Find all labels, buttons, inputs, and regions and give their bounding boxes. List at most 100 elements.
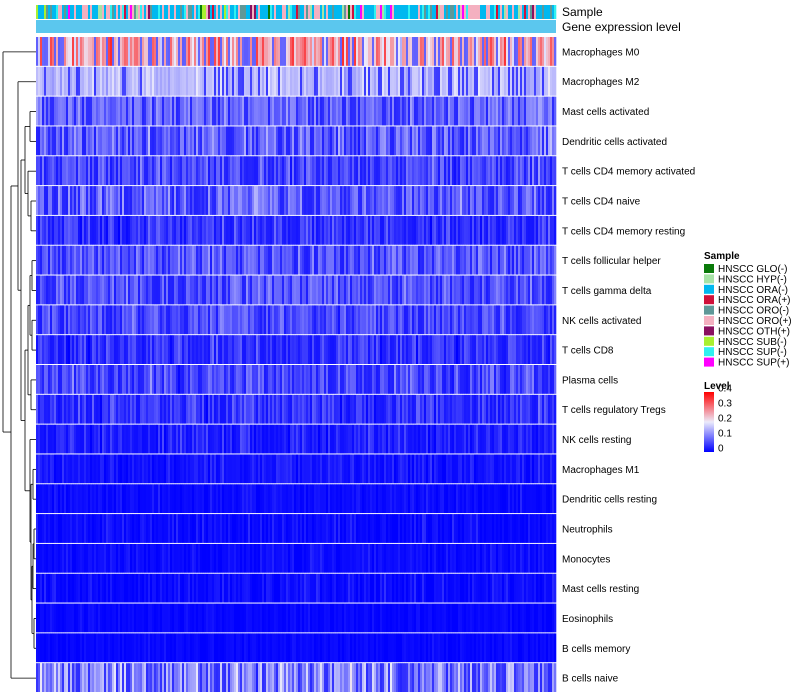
heatmap-cell <box>364 126 367 156</box>
heatmap-cell <box>252 424 255 454</box>
heatmap-cell <box>98 305 101 335</box>
heatmap-cell <box>182 245 185 275</box>
heatmap-cell <box>274 573 277 603</box>
heatmap-cell <box>456 156 459 186</box>
heatmap-cell <box>110 96 113 126</box>
heatmap-cell <box>442 66 445 96</box>
heatmap-cell <box>208 96 211 126</box>
heatmap-cell <box>484 394 487 424</box>
heatmap-cell <box>522 215 525 245</box>
heatmap-cell <box>448 37 451 66</box>
heatmap-cell <box>340 186 343 215</box>
heatmap-cell <box>432 305 435 335</box>
heatmap-cell <box>430 543 433 573</box>
heatmap-cell <box>330 305 333 335</box>
heatmap-cell <box>400 394 403 424</box>
heatmap-cell <box>96 275 99 305</box>
heatmap-cell <box>226 365 229 394</box>
heatmap-cell <box>474 66 477 96</box>
heatmap-cell <box>80 66 83 96</box>
heatmap-cell <box>360 126 363 156</box>
heatmap-cell <box>528 305 531 335</box>
heatmap-cell <box>386 96 389 126</box>
heatmap-cell <box>164 573 167 603</box>
heatmap-cell <box>100 543 103 573</box>
heatmap-cell <box>520 484 523 514</box>
heatmap-cell <box>38 96 41 126</box>
heatmap-cell <box>166 96 169 126</box>
heatmap-cell <box>76 543 79 573</box>
heatmap-cell <box>102 126 105 156</box>
heatmap-cell <box>516 365 519 394</box>
heatmap-cell <box>220 365 223 394</box>
heatmap-cell <box>108 514 111 543</box>
heatmap-cell <box>174 454 177 484</box>
heatmap-cell <box>48 245 51 275</box>
heatmap-cell <box>200 573 203 603</box>
heatmap-cell <box>440 454 443 484</box>
heatmap-cell <box>124 543 127 573</box>
heatmap-cell <box>458 156 461 186</box>
heatmap-cell <box>392 365 395 394</box>
heatmap-cell <box>386 394 389 424</box>
heatmap-cell <box>414 484 417 514</box>
heatmap-cell <box>156 514 159 543</box>
heatmap-cell <box>306 394 309 424</box>
heatmap-cell <box>408 365 411 394</box>
heatmap-cell <box>240 275 243 305</box>
heatmap-cell <box>186 424 189 454</box>
heatmap-cell <box>262 186 265 215</box>
heatmap-cell <box>550 305 553 335</box>
heatmap-cell <box>340 335 343 364</box>
heatmap-cell <box>168 573 171 603</box>
heatmap-cell <box>358 305 361 335</box>
heatmap-cell <box>216 96 219 126</box>
heatmap-cell <box>120 305 123 335</box>
heatmap-cell <box>66 365 69 394</box>
heatmap-cell <box>128 484 131 514</box>
heatmap-cell <box>448 305 451 335</box>
heatmap-cell <box>454 335 457 364</box>
heatmap-cell <box>156 573 159 603</box>
heatmap-cell <box>236 156 239 186</box>
heatmap-cell <box>260 275 263 305</box>
heatmap-cell <box>356 365 359 394</box>
heatmap-cell <box>66 424 69 454</box>
heatmap-cell <box>494 275 497 305</box>
heatmap-cell <box>364 156 367 186</box>
heatmap-cell <box>162 543 165 573</box>
heatmap-cell <box>410 394 413 424</box>
heatmap-cell <box>246 543 249 573</box>
heatmap-cell <box>548 37 551 66</box>
heatmap-cell <box>414 394 417 424</box>
heatmap-cell <box>542 37 545 66</box>
heatmap-cell <box>52 335 55 364</box>
heatmap-cell <box>198 484 201 514</box>
heatmap-cell <box>450 424 453 454</box>
heatmap-cell <box>484 96 487 126</box>
heatmap-cell <box>240 394 243 424</box>
heatmap-cell <box>352 335 355 364</box>
heatmap-cell <box>408 245 411 275</box>
heatmap-cell <box>88 66 91 96</box>
heatmap-cell <box>450 454 453 484</box>
heatmap-cell <box>140 543 143 573</box>
heatmap-cell <box>216 514 219 543</box>
heatmap-cell <box>210 573 213 603</box>
heatmap-cell <box>340 126 343 156</box>
heatmap-cell <box>480 305 483 335</box>
heatmap-cell <box>490 156 493 186</box>
heatmap-cell <box>212 543 215 573</box>
heatmap-cell <box>184 66 187 96</box>
heatmap-cell <box>316 96 319 126</box>
heatmap-cell <box>146 484 149 514</box>
heatmap-cell <box>252 37 255 66</box>
heatmap-cell <box>316 394 319 424</box>
heatmap-cell <box>120 275 123 305</box>
heatmap-cell <box>82 126 85 156</box>
heatmap-cell <box>122 543 125 573</box>
heatmap-cell <box>54 335 57 364</box>
heatmap-cell <box>412 186 415 215</box>
heatmap-cell <box>280 424 283 454</box>
heatmap-cell <box>280 96 283 126</box>
